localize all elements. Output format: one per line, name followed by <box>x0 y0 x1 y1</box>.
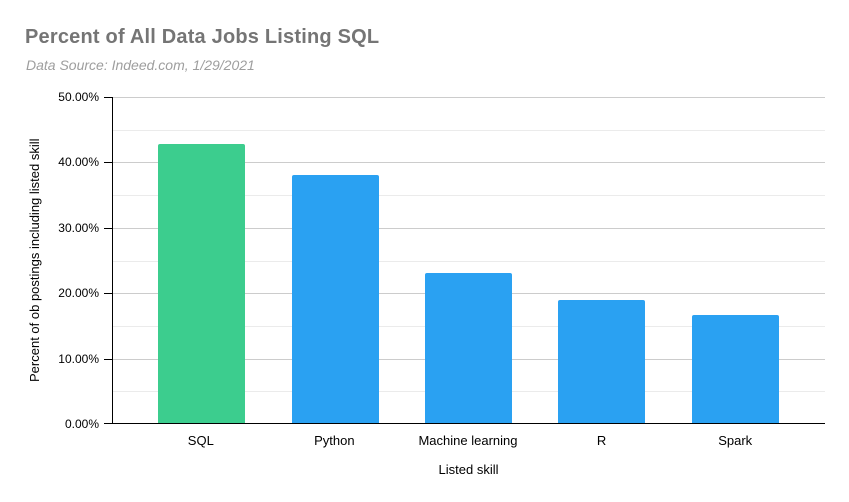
bar-slot <box>535 97 668 423</box>
x-category-label: R <box>596 433 607 448</box>
bars <box>113 97 825 423</box>
plot-area: 0.00% 10.00% 20.00% 30.00% 40.00% 50.00% <box>58 90 825 431</box>
gridline-minor <box>113 195 825 196</box>
y-tick-label: 10.00% <box>58 352 99 366</box>
bar-slot <box>135 97 268 423</box>
bar-spark <box>691 315 779 423</box>
x-axis-title: Listed skill <box>438 462 499 477</box>
chart-subtitle: Data Source: Indeed.com, 1/29/2021 <box>26 57 255 73</box>
x-category-label: Spark <box>718 433 753 448</box>
y-axis-title: Percent of ob postings including listed … <box>27 138 42 383</box>
x-category-label: Machine learning <box>418 433 518 448</box>
chart-title: Percent of All Data Jobs Listing SQL <box>25 26 380 48</box>
x-category-label: Python <box>314 433 355 448</box>
bar-r <box>558 300 646 423</box>
y-tick-label: 0.00% <box>64 417 99 431</box>
y-tick-mark <box>104 423 113 424</box>
gridline-major <box>113 162 825 163</box>
gridline-major <box>113 228 825 229</box>
y-tick-mark <box>104 359 113 360</box>
bar-python <box>291 174 379 423</box>
bar-slot <box>402 97 535 423</box>
x-category-labels: SQL Python Machine learning R Spark <box>112 433 825 448</box>
y-tick-label: 20.00% <box>58 286 99 300</box>
y-tick-label: 50.00% <box>58 90 99 104</box>
gridline-minor <box>113 130 825 131</box>
x-category-label: SQL <box>187 433 214 448</box>
y-tick-mark <box>104 162 113 163</box>
bar-machine-learning <box>425 273 513 423</box>
y-tick-label: 40.00% <box>58 155 99 169</box>
y-tick-mark <box>104 293 113 294</box>
bar-slot <box>669 97 802 423</box>
bar-sql <box>158 143 246 423</box>
y-tick-label: 30.00% <box>58 221 99 235</box>
bar-slot <box>268 97 401 423</box>
gridline-major <box>113 97 825 98</box>
gridline-minor <box>113 261 825 262</box>
y-tick-mark <box>104 97 113 98</box>
y-tick-mark <box>104 228 113 229</box>
